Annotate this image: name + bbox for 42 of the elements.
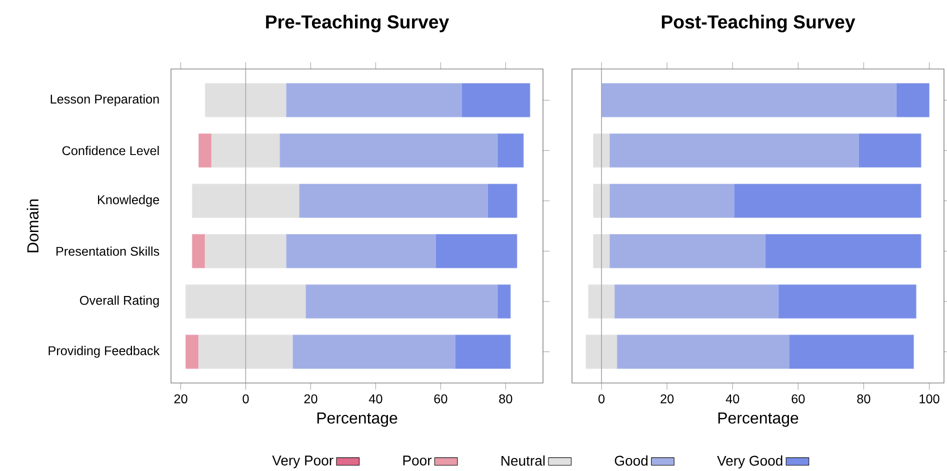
- x-tick-label: 20: [304, 394, 318, 404]
- bar: [192, 234, 206, 268]
- x-tick-label: 40: [726, 394, 740, 404]
- x-tick-label: 20: [660, 394, 674, 404]
- x-tick-label: 80: [499, 394, 512, 404]
- bar: [204, 234, 287, 268]
- x-tick-label: 100: [920, 394, 940, 404]
- legend-label: Neutral: [502, 455, 545, 466]
- y-tick-label: Providing Feedback: [48, 346, 160, 358]
- y-tick-label: Lesson Preparation: [50, 94, 159, 106]
- x-tick-label: 60: [434, 394, 448, 404]
- bar: [211, 133, 280, 168]
- x-axis-title: Percentage: [317, 412, 398, 427]
- legend-label: Poor: [403, 456, 432, 466]
- x-tick-label: 60: [792, 394, 805, 404]
- chart-title: Post-Teaching Survey: [662, 14, 856, 32]
- bar: [185, 334, 199, 369]
- bar: [593, 184, 610, 218]
- x-tick-label: 0: [242, 394, 249, 404]
- x-tick-label: 80: [857, 394, 870, 404]
- y-axis-title: Domain: [26, 199, 39, 252]
- bar: [198, 133, 212, 168]
- bar: [586, 334, 618, 369]
- bar: [593, 133, 610, 168]
- chart-title: Pre-Teaching Survey: [266, 14, 450, 32]
- x-tick-label: 40: [368, 394, 382, 404]
- legend-label: Good: [614, 455, 648, 466]
- bar: [204, 83, 287, 118]
- legend-label: Very Good: [717, 455, 782, 468]
- bar: [185, 284, 306, 319]
- bar: [192, 184, 300, 218]
- bar: [588, 284, 615, 319]
- y-tick-label: Confidence Level: [62, 146, 159, 156]
- bar: [593, 234, 610, 268]
- y-tick-label: Overall Rating: [80, 296, 159, 308]
- legend-label: Very Poor: [272, 456, 334, 468]
- x-axis-title: Percentage: [718, 412, 798, 427]
- x-tick-label: 20: [174, 394, 188, 404]
- bar: [198, 334, 294, 369]
- y-tick-label: Knowledge: [98, 194, 160, 207]
- y-tick-label: Presentation Skills: [56, 246, 160, 256]
- x-tick-label: 0: [598, 394, 605, 404]
